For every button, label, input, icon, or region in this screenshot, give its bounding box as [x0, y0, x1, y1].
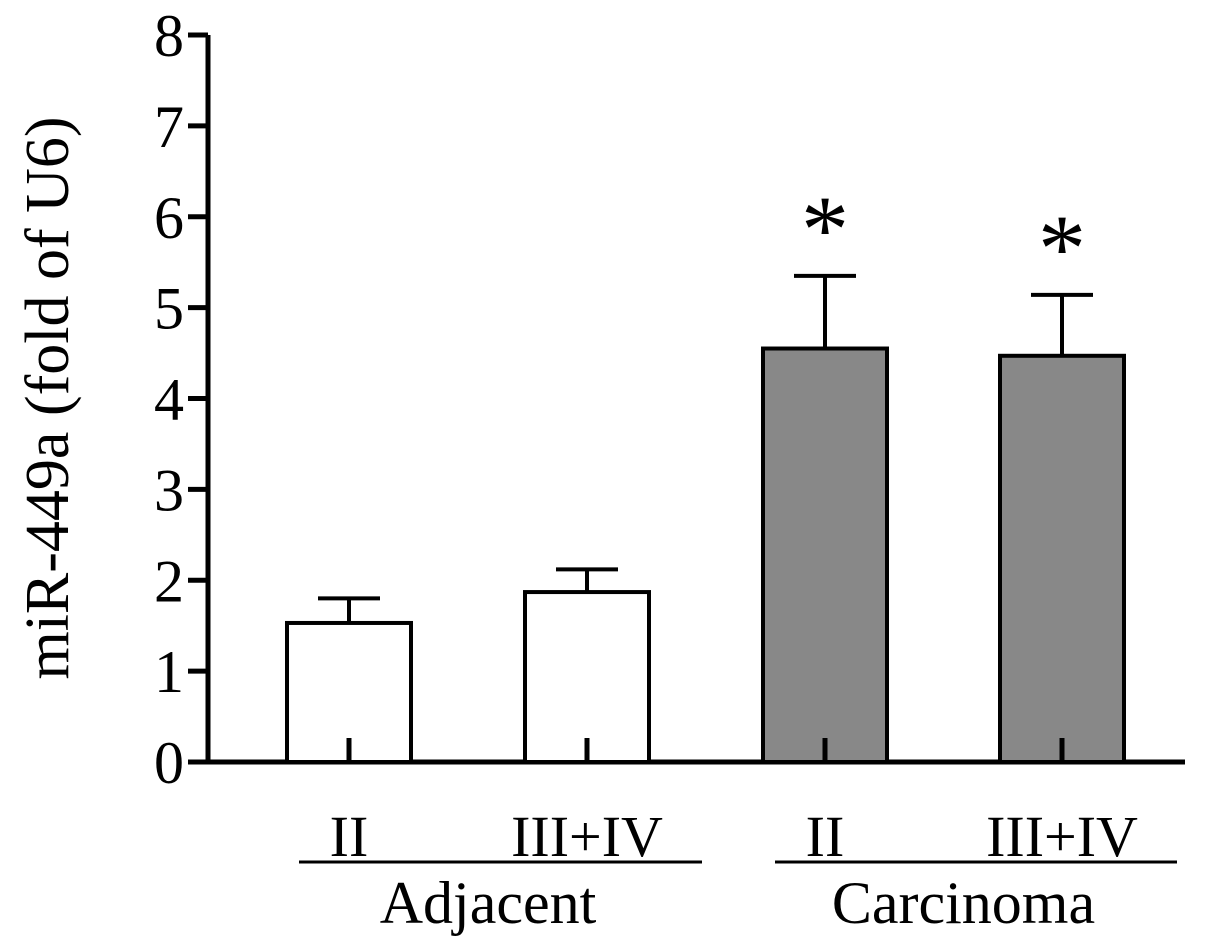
y-tick-label: 3 — [154, 457, 184, 523]
y-tick-label: 2 — [154, 548, 184, 614]
x-tick-label: III+IV — [511, 804, 663, 869]
y-tick-label: 8 — [154, 3, 184, 69]
significance-marker: * — [801, 176, 849, 283]
bar — [761, 346, 889, 764]
x-tick-label: II — [806, 804, 845, 869]
bars — [285, 273, 1126, 764]
x-tick-label: III+IV — [986, 804, 1138, 869]
bar — [998, 353, 1126, 764]
bar — [523, 590, 651, 764]
x-tick-label: II — [330, 804, 369, 869]
y-tick-label: 1 — [154, 639, 184, 705]
group-label: Carcinoma — [832, 870, 1095, 936]
y-tick-label: 4 — [154, 367, 184, 433]
y-tick-label: 5 — [154, 276, 184, 342]
labels: miR-449a (fold of U6) II III+IV II * III+IV * A… — [14, 116, 1177, 936]
y-tick-label: 6 — [154, 185, 184, 251]
significance-marker: * — [1038, 195, 1086, 302]
group-label: Adjacent — [380, 870, 597, 936]
y-tick-label: 7 — [154, 94, 184, 160]
y-axis-title: miR-449a (fold of U6) — [14, 116, 82, 679]
y-tick-label: 0 — [154, 730, 184, 796]
